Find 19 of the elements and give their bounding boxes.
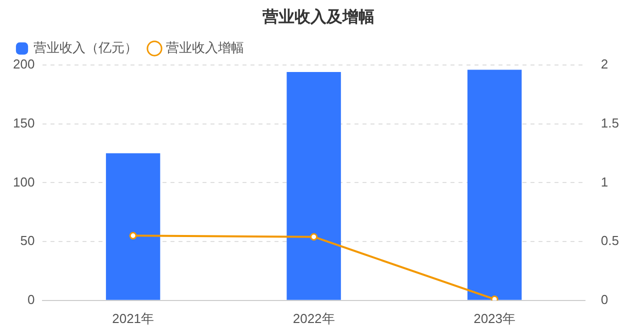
- y2-tick-label: 2: [600, 56, 608, 72]
- y-tick-label: 0: [27, 292, 35, 307]
- x-tick-label: 2023年: [474, 310, 516, 326]
- y2-tick-label: 1: [600, 174, 608, 190]
- x-tick-label: 2022年: [292, 310, 335, 326]
- y2-tick-label: 0: [600, 292, 608, 307]
- y-tick-label: 100: [12, 174, 35, 190]
- x-tick-label: 2021年: [112, 310, 154, 326]
- y2-tick-label: 0.5: [600, 233, 620, 248]
- bar: [106, 153, 160, 300]
- y2-tick-label: 1.5: [600, 115, 620, 130]
- legend-label: 营业收入增幅: [166, 40, 244, 56]
- bar: [467, 70, 522, 300]
- legend-label: 营业收入（亿元）: [34, 40, 138, 56]
- bar: [286, 72, 341, 300]
- chart-title: 营业收入及增幅: [262, 6, 376, 28]
- y-tick-label: 150: [12, 115, 35, 130]
- y-tick-label: 200: [12, 56, 35, 72]
- y-tick-label: 50: [20, 233, 35, 248]
